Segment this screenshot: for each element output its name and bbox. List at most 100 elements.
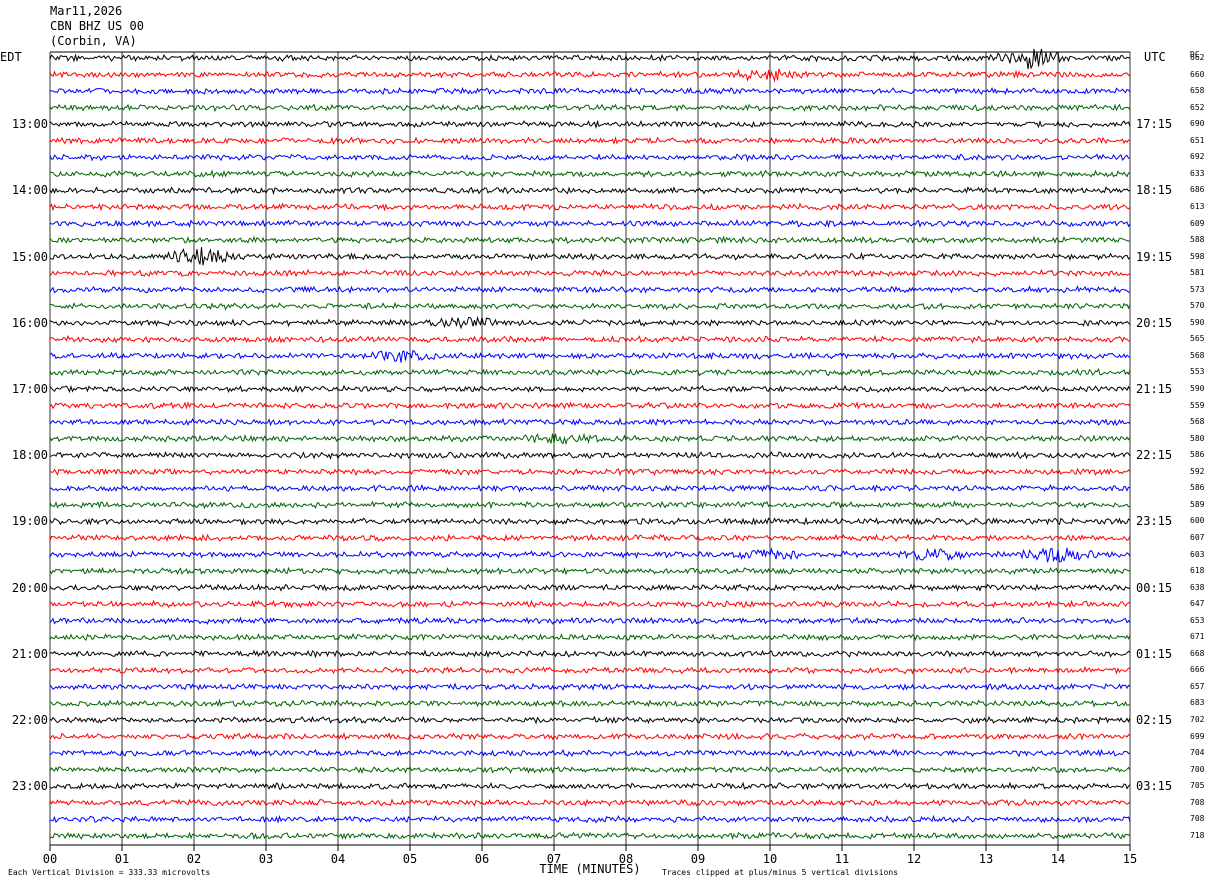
seismic-trace-row [49, 781, 1131, 791]
seismic-trace-row [49, 682, 1131, 692]
dc-value: 592 [1190, 466, 1205, 476]
seismic-trace-row [49, 401, 1131, 410]
seismic-trace-row [49, 169, 1131, 179]
edt-hour-label: 21:00 [11, 646, 48, 661]
x-tick-label: 10 [762, 852, 778, 866]
x-tick-label: 04 [330, 852, 346, 866]
seismic-trace-row [49, 186, 1131, 196]
seismic-trace-row [49, 450, 1131, 460]
dc-value: 633 [1190, 168, 1205, 178]
station-location: (Corbin, VA) [50, 34, 137, 48]
dc-value: 683 [1190, 698, 1205, 708]
dc-value: 590 [1190, 317, 1205, 327]
seismic-trace-row [49, 285, 1131, 295]
seismic-trace-row [49, 467, 1131, 477]
seismic-trace-row [49, 831, 1131, 841]
dc-value: 662 [1190, 53, 1205, 62]
utc-hour-label: 01:15 [1136, 646, 1173, 661]
x-tick-label: 02 [186, 852, 202, 866]
dc-value: 704 [1190, 748, 1205, 758]
dc-value: 671 [1190, 632, 1205, 642]
dc-value: 613 [1190, 201, 1205, 211]
seismic-trace-row [49, 247, 1131, 266]
edt-hour-label: 13:00 [11, 117, 48, 132]
dc-value: 702 [1190, 715, 1205, 724]
seismic-trace-row [49, 715, 1131, 725]
x-tick-label: 14 [1050, 852, 1066, 866]
seismic-trace-row [49, 500, 1131, 510]
seismic-trace-row [49, 68, 1131, 83]
x-tick-label: 03 [258, 852, 274, 866]
utc-hour-label: 17:15 [1136, 117, 1173, 132]
edt-hour-label: 22:00 [11, 713, 48, 727]
seismic-trace-row [49, 86, 1131, 96]
dc-value: 565 [1190, 334, 1205, 344]
dc-value: 666 [1190, 665, 1205, 675]
dc-value: 589 [1190, 499, 1205, 509]
dc-value: 590 [1190, 384, 1205, 393]
seismic-trace-row [49, 334, 1131, 344]
seismic-trace-row [49, 516, 1131, 526]
dc-value: 700 [1190, 764, 1205, 774]
seismic-trace-row [49, 483, 1131, 493]
seismic-trace-row [49, 814, 1131, 824]
seismic-trace-row [49, 103, 1131, 113]
dc-value: 553 [1190, 367, 1205, 377]
dc-value: 570 [1190, 301, 1205, 311]
utc-hour-label: 19:15 [1136, 249, 1173, 264]
dc-value: 568 [1190, 417, 1205, 427]
clip-footnote: Traces clipped at plus/minus 5 vertical … [662, 868, 899, 877]
plot-date: Mar11,2026 [50, 4, 123, 18]
seismic-trace-row [49, 384, 1131, 394]
seismic-trace-row [49, 119, 1131, 130]
utc-hour-label: 18:15 [1136, 183, 1173, 198]
edt-hour-label: 18:00 [11, 448, 48, 463]
x-tick-label: 11 [834, 852, 850, 866]
dc-value: 692 [1190, 152, 1205, 162]
utc-hour-label: 20:15 [1136, 315, 1173, 330]
seismic-trace-row [49, 748, 1131, 758]
utc-hour-label: 03:15 [1136, 779, 1173, 794]
seismic-trace-row [49, 616, 1131, 625]
x-tick-label: 15 [1122, 852, 1138, 866]
seismic-trace-row [49, 48, 1131, 70]
station-code: CBN BHZ US 00 [50, 19, 144, 33]
dc-value: 708 [1190, 814, 1205, 824]
utc-hour-label: 23:15 [1136, 514, 1173, 529]
dc-label: DC [1190, 50, 1200, 59]
edt-hour-label: 16:00 [11, 315, 48, 330]
dc-value: 647 [1190, 599, 1205, 609]
seismic-trace-row [49, 547, 1131, 563]
dc-value: 699 [1190, 731, 1205, 741]
seismic-trace-row [49, 731, 1131, 741]
dc-value: 573 [1190, 284, 1205, 294]
dc-value: 686 [1190, 185, 1205, 195]
dc-value: 658 [1190, 86, 1205, 96]
dc-value: 718 [1190, 830, 1205, 840]
edt-hour-label: 23:00 [11, 779, 48, 794]
x-tick-label: 12 [906, 852, 922, 866]
dc-value: 690 [1190, 119, 1205, 129]
dc-value: 607 [1190, 532, 1205, 542]
edt-hour-label: 17:00 [11, 382, 48, 396]
seismic-trace-row [49, 349, 1131, 363]
dc-value: 586 [1190, 483, 1205, 493]
dc-value: 588 [1190, 235, 1205, 245]
dc-value: 603 [1190, 549, 1205, 559]
seismic-trace-row [49, 583, 1131, 592]
dc-value: 580 [1190, 433, 1205, 443]
seismic-trace-row [49, 566, 1131, 576]
seismic-trace-row [49, 765, 1131, 775]
seismic-trace-row [49, 218, 1131, 229]
seismic-trace-row [49, 665, 1131, 675]
seismic-trace-row [49, 368, 1131, 377]
edt-hour-label: 15:00 [11, 249, 48, 264]
dc-value: 638 [1190, 582, 1205, 592]
dc-value: 559 [1190, 400, 1205, 410]
x-tick-label: 06 [474, 852, 490, 866]
seismic-trace-row [49, 599, 1131, 609]
x-tick-label: 13 [978, 852, 994, 866]
utc-hour-label: 21:15 [1136, 382, 1173, 396]
dc-value: 668 [1190, 648, 1205, 658]
seismic-trace-row [49, 268, 1131, 278]
